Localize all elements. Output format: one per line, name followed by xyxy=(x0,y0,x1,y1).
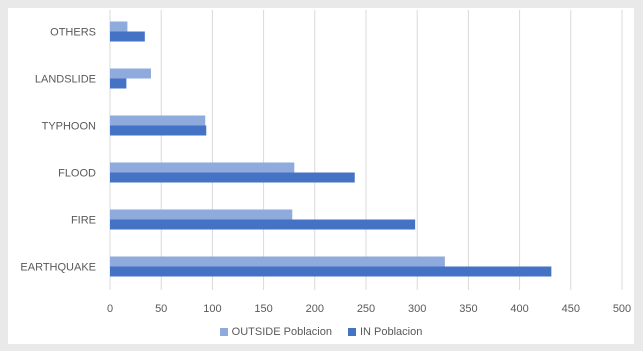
x-tick-labels: 0 50 100 150 200 250 300 350 400 450 500 xyxy=(107,303,631,315)
legend: OUTSIDE Poblacion IN Poblacion xyxy=(8,326,634,338)
bar-outside-landslide xyxy=(110,68,151,79)
x-tick-label: 0 xyxy=(107,303,113,315)
bar-in-typhoon xyxy=(110,125,207,136)
bar-in-others xyxy=(110,31,145,42)
legend-label-outside: OUTSIDE Poblacion xyxy=(231,326,332,338)
bar-in-fire xyxy=(110,219,416,230)
x-tick-label: 200 xyxy=(306,303,324,315)
category-label: TYPHOON xyxy=(42,121,96,133)
bar-in-landslide xyxy=(110,78,127,89)
legend-item-in: IN Poblacion xyxy=(347,326,423,338)
category-label: EARTHQUAKE xyxy=(20,262,96,274)
bar-outside-others xyxy=(110,21,128,32)
legend-swatch-in xyxy=(347,328,356,336)
bar-in-flood xyxy=(110,172,355,183)
bar-outside-earthquake xyxy=(110,256,445,267)
category-labels: EARTHQUAKE FIRE FLOOD TYPHOON LANDSLIDE OTHER… xyxy=(20,27,96,274)
bar-in-earthquake xyxy=(110,266,552,277)
bar-chart: EARTHQUAKE FIRE FLOOD TYPHOON LANDSLIDE OTHER… xyxy=(20,10,631,315)
legend-swatch-outside xyxy=(219,328,228,336)
x-tick-label: 100 xyxy=(203,303,221,315)
chart-panel: EARTHQUAKE FIRE FLOOD TYPHOON LANDSLIDE OTHER… xyxy=(8,8,634,344)
bar-outside-flood xyxy=(110,162,295,173)
bar-outside-fire xyxy=(110,209,293,220)
x-tick-label: 300 xyxy=(408,303,426,315)
x-tick-label: 500 xyxy=(613,303,631,315)
x-tick-label: 50 xyxy=(155,303,167,315)
x-tick-label: 350 xyxy=(459,303,477,315)
category-label: OTHERS xyxy=(50,27,96,39)
x-tick-label: 150 xyxy=(254,303,272,315)
legend-label-in: IN Poblacion xyxy=(359,326,423,338)
category-label: FLOOD xyxy=(58,168,96,180)
x-tick-label: 250 xyxy=(357,303,375,315)
bar-outside-typhoon xyxy=(110,115,206,126)
category-label: LANDSLIDE xyxy=(35,74,96,86)
legend-item-outside: OUTSIDE Poblacion xyxy=(219,326,332,338)
x-tick-label: 450 xyxy=(562,303,580,315)
gridlines xyxy=(109,10,623,290)
x-tick-label: 400 xyxy=(510,303,528,315)
bars xyxy=(110,21,552,277)
category-label: FIRE xyxy=(71,215,96,227)
